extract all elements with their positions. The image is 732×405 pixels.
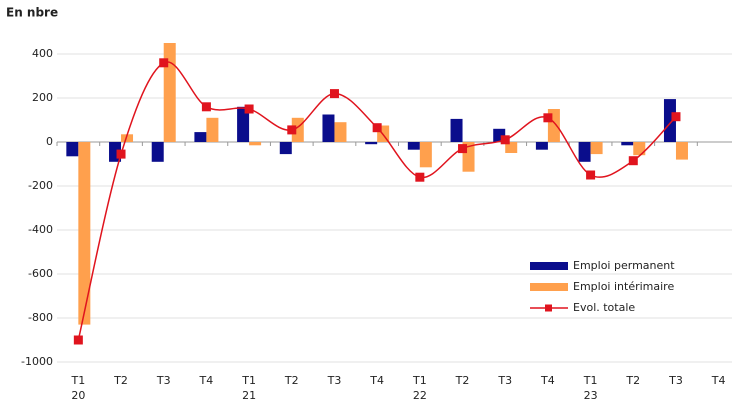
marker bbox=[201, 102, 211, 112]
bar bbox=[450, 118, 463, 142]
legend-swatch bbox=[530, 283, 568, 291]
bar bbox=[535, 142, 548, 150]
bar bbox=[407, 142, 420, 150]
x-tick-label: T1 bbox=[412, 374, 427, 387]
bar bbox=[194, 132, 207, 142]
x-tick-label: T3 bbox=[156, 374, 171, 387]
y-tick-label: -1000 bbox=[21, 355, 53, 368]
marker bbox=[415, 172, 425, 182]
marker bbox=[244, 104, 254, 114]
legend-label: Emploi permanent bbox=[573, 259, 675, 272]
marker bbox=[116, 149, 126, 159]
bar bbox=[505, 142, 518, 153]
bar bbox=[419, 142, 432, 168]
x-year-label: 21 bbox=[242, 389, 256, 402]
y-tick-label: -600 bbox=[28, 267, 53, 280]
bar bbox=[633, 142, 646, 156]
bar bbox=[66, 142, 79, 157]
bar bbox=[675, 142, 688, 160]
bar bbox=[621, 142, 634, 146]
x-tick-label: T3 bbox=[668, 374, 683, 387]
marker bbox=[458, 144, 468, 154]
marker bbox=[372, 123, 382, 133]
bar bbox=[279, 142, 292, 155]
x-tick-label: T1 bbox=[241, 374, 256, 387]
bar bbox=[663, 99, 676, 142]
legend-marker bbox=[545, 304, 552, 312]
bar bbox=[237, 106, 250, 142]
x-tick-label: T4 bbox=[199, 374, 214, 387]
chart-title: En nbre bbox=[6, 6, 58, 20]
bar bbox=[121, 134, 134, 142]
bar bbox=[163, 43, 176, 142]
y-tick-label: 400 bbox=[32, 47, 53, 60]
marker bbox=[500, 135, 510, 145]
x-tick-label: T3 bbox=[327, 374, 342, 387]
bar bbox=[249, 142, 262, 146]
marker bbox=[543, 113, 553, 123]
legend-label: Emploi intérimaire bbox=[573, 280, 674, 293]
marker bbox=[329, 89, 339, 99]
marker bbox=[159, 58, 169, 68]
bar bbox=[151, 142, 164, 162]
x-tick-label: T2 bbox=[113, 374, 128, 387]
x-tick-label: T3 bbox=[497, 374, 512, 387]
bar bbox=[578, 142, 591, 162]
x-tick-label: T1 bbox=[583, 374, 598, 387]
x-tick-label: T4 bbox=[540, 374, 555, 387]
y-tick-label: 200 bbox=[32, 91, 53, 104]
bar bbox=[365, 142, 378, 145]
y-tick-label: 0 bbox=[46, 135, 53, 148]
line bbox=[77, 61, 677, 341]
x-year-label: 22 bbox=[413, 389, 427, 402]
legend-label: Evol. totale bbox=[573, 301, 635, 314]
x-tick-label: T2 bbox=[455, 374, 470, 387]
x-year-label: 23 bbox=[584, 389, 598, 402]
marker bbox=[586, 170, 596, 180]
y-tick-label: -400 bbox=[28, 223, 53, 236]
x-tick-label: T2 bbox=[284, 374, 299, 387]
y-tick-label: -200 bbox=[28, 179, 53, 192]
legend-swatch bbox=[530, 262, 568, 270]
x-tick-label: T1 bbox=[70, 374, 85, 387]
bar bbox=[78, 142, 91, 325]
marker bbox=[628, 156, 638, 166]
x-tick-label: T4 bbox=[369, 374, 384, 387]
bar bbox=[334, 122, 347, 142]
marker bbox=[287, 125, 297, 135]
x-tick-label: T4 bbox=[711, 374, 726, 387]
marker bbox=[73, 335, 83, 345]
bar bbox=[590, 142, 603, 155]
marker bbox=[671, 112, 681, 122]
x-year-label: 20 bbox=[71, 389, 85, 402]
x-tick-label: T2 bbox=[625, 374, 640, 387]
y-tick-label: -800 bbox=[28, 311, 53, 324]
bar bbox=[322, 114, 335, 142]
bar bbox=[206, 117, 219, 142]
